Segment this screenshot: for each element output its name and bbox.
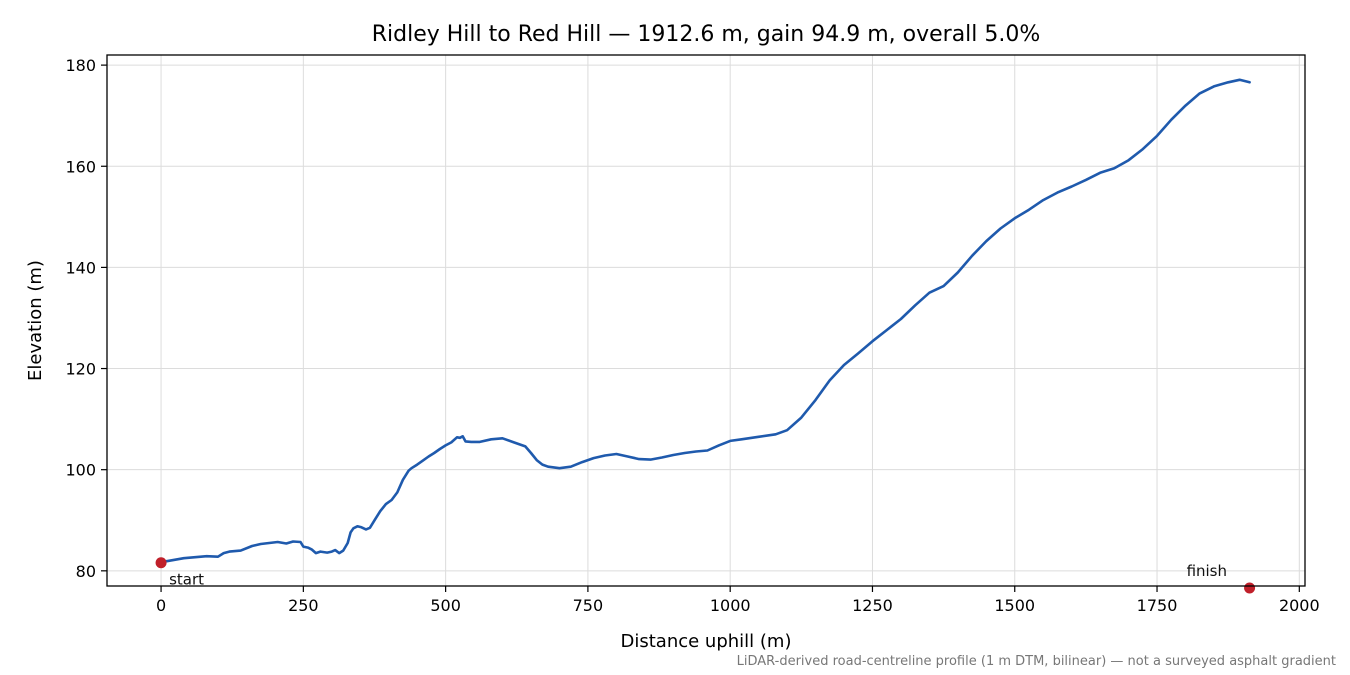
x-tick-label: 1500 — [994, 596, 1035, 615]
elevation-line — [159, 78, 1251, 563]
x-tick-label: 1750 — [1137, 596, 1178, 615]
x-axis-label: Distance uphill (m) — [621, 631, 792, 652]
x-tick-label: 2000 — [1279, 596, 1320, 615]
x-tick-label: 500 — [430, 596, 461, 615]
y-tick-label: 180 — [65, 56, 96, 75]
y-axis-label: Elevation (m) — [25, 260, 46, 381]
grid-lines — [107, 55, 1305, 586]
markers: start finish — [155, 557, 1256, 594]
y-tick-label: 140 — [65, 258, 96, 277]
x-tick-label: 250 — [288, 596, 319, 615]
elevation-series — [159, 78, 1251, 563]
start-marker — [155, 557, 167, 569]
finish-label: finish — [1187, 562, 1227, 580]
y-tick-label: 80 — [76, 562, 96, 581]
y-tick-label: 100 — [65, 461, 96, 480]
plot-frame — [106, 54, 1306, 587]
y-tick-label: 120 — [65, 360, 96, 379]
x-tick-label: 0 — [156, 596, 166, 615]
chart-title: Ridley Hill to Red Hill — 1912.6 m, gain… — [372, 22, 1041, 47]
x-tick-label: 1000 — [710, 596, 751, 615]
x-tick-label: 750 — [573, 596, 604, 615]
axis-ticks: 0 250 500 750 1000 1250 1500 1750 2000 80 100 120 14… — [65, 56, 1319, 615]
x-tick-label: 1250 — [852, 596, 893, 615]
y-tick-label: 160 — [65, 157, 96, 176]
footnote: LiDAR-derived road-centreline profile (1… — [737, 654, 1336, 669]
start-label: start — [169, 571, 204, 589]
finish-marker — [1244, 582, 1256, 594]
